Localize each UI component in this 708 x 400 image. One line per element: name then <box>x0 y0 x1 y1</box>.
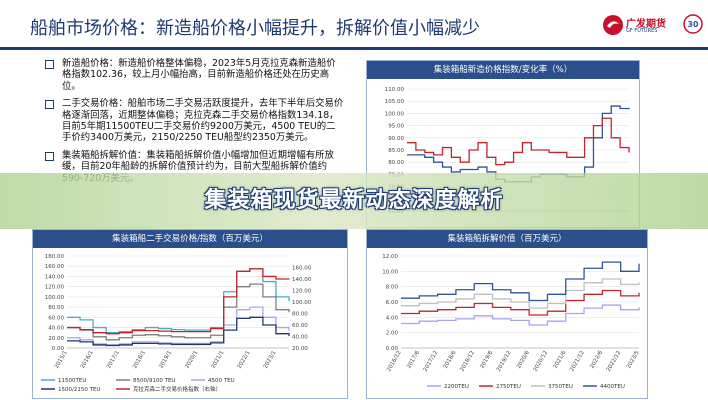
legend-label: 3750TEU <box>548 384 573 390</box>
seal-text: 30 <box>687 20 699 29</box>
chart-title: 集装箱船二手交易价格/指数（百万美元） <box>33 230 347 248</box>
legend-label: 4500 TEU <box>208 378 235 384</box>
legend-label: 4400TEU <box>600 384 625 390</box>
bullet-second-hand-price: 二手交易价格：船舶市场二手交易活跃度提升，去年下半年后交易价格逐渐回落，近期整体… <box>44 98 344 144</box>
y-tick-label: 2.00 <box>386 331 399 337</box>
x-tick-label: 2022/1 <box>237 350 252 370</box>
y2-tick-label: 40.00 <box>292 335 308 341</box>
y2-tick-label: 100.00 <box>292 300 312 306</box>
bullet-list: 新造船价格：新造船价格整体偏稳，2023年5月克拉克森新造船价格指数102.36… <box>44 58 344 190</box>
banner-headline: 集装箱现货最新动态深度解析 <box>204 188 504 213</box>
anniversary-seal-icon: 30 <box>683 14 703 34</box>
y-tick-label: 80.00 <box>388 160 404 166</box>
legend-label: 8500/9100 TEU <box>133 378 175 384</box>
chart-title: 集装箱船新造价格指数/变化率（%） <box>367 61 639 79</box>
x-tick-label: 2017/12 <box>423 350 440 373</box>
x-tick-label: 2017/1 <box>106 350 121 370</box>
x-tick-label: 2022/6 <box>589 350 604 370</box>
x-tick-label: 2015/1 <box>54 350 69 370</box>
bullet-new-build-price: 新造船价格：新造船价格整体偏稳，2023年5月克拉克森新造船价格指数102.36… <box>44 58 344 92</box>
y-tick-label: 8.00 <box>386 285 399 291</box>
x-tick-label: 2023/1 <box>263 350 278 370</box>
y-tick-label: 80.00 <box>48 305 64 311</box>
series-line-4 <box>67 268 290 335</box>
series-line-2 <box>67 306 290 346</box>
y-tick-label: 85.00 <box>388 148 404 154</box>
page-title: 船舶市场价格：新造船价格小幅提升，拆解价值小幅减少 <box>30 18 480 39</box>
x-tick-label: 2019/12 <box>496 350 513 373</box>
chart-second-hand-price: 180.00 160.00 140.00 120.00 100.00 80.00 60.00… <box>41 254 312 393</box>
y-tick-label: 100.00 <box>45 295 65 301</box>
x-tick-label: 2018/6 <box>443 350 458 370</box>
logo-name: 广发期货 <box>626 19 666 30</box>
legend-label: 2200TEU <box>444 384 469 390</box>
chart-second-hand-price-panel: 集装箱船二手交易价格/指数（百万美元） 180.00 160.00 140.00 12… <box>32 229 348 399</box>
series-line-0 <box>407 105 630 183</box>
y-tick-label: 120.00 <box>45 285 65 291</box>
x-tick-label: 2020/6 <box>516 350 531 370</box>
overlay-banner: 集装箱现货最新动态深度解析 <box>0 173 708 229</box>
series-line-2 <box>401 278 640 309</box>
series-line-1 <box>407 117 630 166</box>
x-tick-label: 2018/1 <box>132 350 147 370</box>
legend-label: 1500/2150 TEU <box>58 387 100 393</box>
series-line-0 <box>67 268 290 334</box>
x-tick-label: 2016/1 <box>80 350 95 370</box>
gf-logo-icon <box>603 15 623 35</box>
y-tick-label: 95.00 <box>388 124 404 130</box>
x-tick-label: 2021/1 <box>211 350 226 370</box>
x-tick-label: 2021/12 <box>569 350 586 373</box>
y2-tick-label: 160.00 <box>292 266 312 272</box>
x-tick-label: 2022/12 <box>606 350 623 373</box>
series-line-0 <box>401 304 640 326</box>
series-line-3 <box>401 261 640 302</box>
y-tick-label: 0.00 <box>52 346 65 352</box>
y-tick-label: 40.00 <box>48 326 64 332</box>
y2-tick-label: 80.00 <box>292 312 308 318</box>
y-tick-label: 140.00 <box>45 274 65 280</box>
x-tick-label: 2023/5 <box>626 350 641 370</box>
series-line-1 <box>401 289 640 316</box>
y-tick-label: 105.00 <box>385 99 405 105</box>
title-divider <box>0 47 708 50</box>
brand-logo: 广发期货 GF FUTURES 30 <box>602 12 703 40</box>
series-line-3 <box>67 316 290 347</box>
x-tick-label: 2021/6 <box>553 350 568 370</box>
x-tick-label: 2018/12 <box>459 350 476 373</box>
y2-tick-label: 60.00 <box>292 323 308 329</box>
logo-subtitle: GF FUTURES <box>626 28 658 34</box>
y-tick-label: 60.00 <box>48 315 64 321</box>
y-tick-label: 90.00 <box>388 136 404 142</box>
y2-tick-label: 20.00 <box>292 346 308 352</box>
x-tick-label: 2020/1 <box>184 350 199 370</box>
legend-label: 2750TEU <box>496 384 521 390</box>
y-tick-label: 160.00 <box>45 264 65 270</box>
y-tick-label: 10.00 <box>382 269 398 275</box>
x-tick-label: 2019/1 <box>158 350 173 370</box>
y-tick-label: 180.00 <box>45 254 65 260</box>
chart-scrap-value-panel: 集装箱船拆解价值（百万美元） 12.00 10.00 8.00 6.00 4.00 2.0… <box>366 229 648 399</box>
x-tick-label: 2019/6 <box>479 350 494 370</box>
y-tick-label: 6.00 <box>386 300 399 306</box>
chart-title: 集装箱船拆解价值（百万美元） <box>367 230 647 248</box>
series-line-1 <box>67 283 290 341</box>
legend-label: 11500TEU <box>58 378 86 384</box>
y-tick-label: 20.00 <box>48 336 64 342</box>
x-tick-label: 2017/6 <box>406 350 421 370</box>
x-tick-label: 2016/12 <box>386 350 403 373</box>
y-tick-label: 12.00 <box>382 254 398 260</box>
legend-label: 克拉克森二手交易价格指数（右轴） <box>133 385 221 393</box>
y-tick-label: 0.00 <box>386 346 399 352</box>
y-tick-label: 110.00 <box>385 87 405 93</box>
x-tick-label: 2020/12 <box>533 350 550 373</box>
y-tick-label: 4.00 <box>386 315 399 321</box>
y2-tick-label: 120.00 <box>292 289 312 295</box>
y-tick-label: 100.00 <box>385 111 405 117</box>
y2-tick-label: 140.00 <box>292 277 312 283</box>
